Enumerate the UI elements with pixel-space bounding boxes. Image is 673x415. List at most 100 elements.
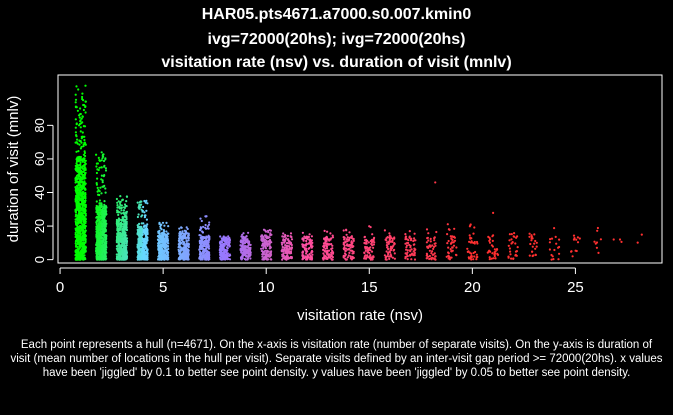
data-point	[269, 251, 272, 254]
data-point	[286, 234, 289, 237]
data-point	[240, 235, 243, 238]
data-point	[186, 253, 189, 256]
data-point	[77, 208, 80, 212]
y-tick-label: 60	[32, 152, 47, 166]
data-point	[104, 157, 107, 160]
data-point	[228, 254, 231, 257]
data-point	[166, 256, 169, 259]
data-point	[510, 242, 513, 245]
data-point	[97, 193, 100, 196]
data-point	[344, 249, 347, 252]
data-point	[141, 209, 144, 212]
data-point	[79, 113, 82, 116]
data-point	[469, 257, 472, 260]
data-point	[158, 233, 161, 237]
data-point	[159, 227, 162, 230]
data-point	[84, 167, 87, 170]
data-point	[78, 227, 81, 231]
data-point	[349, 246, 352, 249]
data-point	[124, 255, 127, 258]
data-point	[445, 255, 448, 258]
data-point	[104, 169, 108, 172]
x-tick-label: 25	[567, 279, 584, 296]
plot-box	[57, 74, 663, 264]
data-point	[186, 227, 189, 231]
data-point	[100, 213, 104, 217]
data-point	[594, 242, 597, 245]
x-tick-label: 15	[361, 279, 378, 296]
data-point	[100, 174, 103, 177]
data-point	[490, 244, 493, 247]
data-point	[473, 255, 476, 258]
data-point	[199, 228, 202, 231]
data-point	[201, 241, 204, 244]
data-point	[515, 236, 518, 239]
data-point	[77, 124, 81, 127]
data-point	[432, 247, 435, 250]
data-point	[430, 252, 433, 255]
data-point	[77, 204, 80, 207]
data-point	[390, 255, 393, 258]
data-point	[183, 252, 186, 255]
data-point	[76, 239, 79, 242]
data-point	[200, 219, 203, 223]
data-point	[143, 246, 146, 249]
data-point	[143, 248, 146, 251]
data-point	[370, 238, 374, 241]
data-point	[434, 181, 437, 184]
data-point	[330, 237, 333, 240]
data-point	[74, 218, 77, 221]
data-point	[450, 256, 453, 259]
data-point	[327, 238, 330, 241]
data-point	[427, 255, 430, 258]
data-point	[244, 253, 247, 256]
chart-title-line3: visitation rate (nsv) vs. duration of vi…	[161, 54, 512, 71]
data-point	[167, 225, 170, 228]
data-point	[370, 257, 373, 260]
data-point	[82, 153, 85, 156]
data-point	[79, 130, 82, 133]
data-point	[447, 239, 450, 243]
data-point	[306, 254, 309, 257]
data-point	[137, 246, 140, 249]
data-point	[448, 258, 451, 261]
data-point	[534, 239, 537, 243]
data-point	[283, 256, 286, 260]
data-point	[183, 250, 186, 253]
data-point	[183, 254, 186, 257]
data-point	[327, 253, 330, 257]
data-point	[74, 179, 77, 182]
data-point	[363, 236, 366, 239]
data-point	[512, 235, 515, 238]
data-point	[76, 109, 79, 112]
data-point	[84, 241, 87, 244]
data-point	[103, 174, 106, 177]
data-point	[552, 258, 555, 261]
data-point	[99, 186, 102, 189]
data-point	[178, 239, 181, 242]
data-point	[262, 251, 265, 254]
data-point	[101, 253, 104, 256]
data-point	[80, 202, 83, 206]
data-point	[264, 253, 268, 256]
data-point	[75, 122, 78, 125]
data-point	[101, 236, 104, 239]
data-point	[447, 255, 451, 258]
data-point	[282, 235, 285, 238]
data-point	[302, 239, 305, 242]
data-point	[198, 248, 201, 251]
data-point	[352, 239, 355, 242]
data-point	[76, 174, 79, 177]
data-point	[350, 235, 353, 238]
data-point	[121, 251, 124, 254]
data-point	[425, 252, 428, 255]
data-point	[102, 247, 105, 250]
data-point	[284, 234, 287, 237]
data-point	[308, 241, 311, 245]
data-point	[118, 251, 121, 254]
data-point	[80, 250, 83, 253]
data-point	[125, 244, 128, 247]
data-point	[241, 242, 244, 245]
data-point	[120, 212, 123, 215]
data-point	[612, 238, 615, 241]
